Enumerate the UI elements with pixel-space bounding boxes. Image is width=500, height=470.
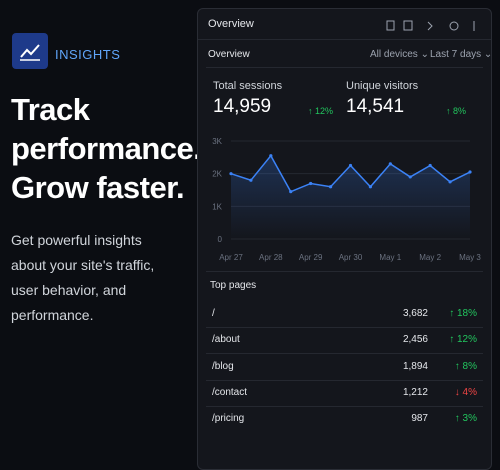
body-text: performance.: [11, 307, 94, 323]
brand-label: INSIGHTS: [55, 47, 121, 62]
stat-label: Unique visitors: [346, 80, 419, 92]
y-tick-label: 0: [218, 235, 223, 244]
body-text: about your site's traffic,: [11, 257, 155, 273]
x-tick-label: May 1: [379, 253, 401, 262]
row-divider: [206, 379, 483, 381]
y-tick-label: 2K: [212, 170, 222, 179]
divider: [206, 67, 483, 68]
icon: [20, 44, 40, 61]
headline: Track: [11, 92, 90, 127]
line-point: [328, 185, 333, 189]
x-tick-label: Apr 28: [259, 253, 283, 262]
headline: Grow faster.: [11, 170, 185, 205]
page-change: ↑ 12%: [449, 334, 477, 346]
line-point: [428, 163, 432, 168]
line-chart: 0 1K 2K 3K Apr 27 Apr 28 Apr 29 Apr 30 May 1 May …: [212, 137, 481, 262]
stat-value: 14,541: [346, 96, 405, 117]
line-point: [289, 190, 293, 194]
filter-label: Last 7 days: [430, 49, 482, 60]
panel: Overview Overview All devices ⌄ Last 7 d…: [197, 8, 492, 470]
line-point: [309, 181, 313, 186]
line-point: [269, 154, 273, 158]
stat-change: ↑ 12%: [308, 106, 334, 116]
row-divider: [206, 405, 483, 407]
filter[interactable]: Last 7 days ⌄: [430, 49, 492, 60]
divider: [206, 271, 483, 272]
line-point: [468, 170, 472, 174]
x-tick-label: May 3: [459, 253, 481, 262]
line-point: [249, 178, 253, 182]
y-tick-label: 1K: [212, 202, 222, 211]
stat-label: Total sessions: [213, 80, 283, 92]
stat-value: 14,959: [213, 96, 272, 117]
row-divider: [206, 353, 483, 355]
section-title: Overview: [208, 49, 250, 60]
page-views: 1,894: [402, 360, 428, 372]
line-point: [408, 175, 412, 179]
panel-title: Overview: [208, 18, 254, 30]
x-tick-label: Apr 27: [219, 253, 243, 262]
body-text: user behavior, and: [11, 282, 127, 298]
filter[interactable]: All devices ⌄: [370, 49, 429, 60]
divider: [198, 39, 491, 40]
page-path: /: [212, 308, 215, 319]
x-tick-label: Apr 29: [299, 253, 323, 262]
line-area: [231, 155, 470, 239]
page-change: ↑ 18%: [449, 308, 477, 319]
headline: performance.: [11, 131, 202, 166]
page-path: /contact: [212, 386, 248, 398]
x-tick-label: May 2: [419, 253, 441, 262]
line-point: [229, 172, 233, 176]
brand-icon: [12, 33, 48, 69]
page-views: 1,212: [402, 386, 428, 398]
line-point: [348, 163, 353, 168]
line-point: [448, 180, 452, 184]
row-divider: [206, 327, 483, 328]
table-title: Top pages: [210, 280, 257, 291]
page-change: ↑ 3%: [454, 413, 477, 425]
filter-label: All devices: [370, 49, 418, 60]
page-change: ↓ 4%: [454, 386, 477, 398]
body-text: Get powerful insights: [11, 232, 142, 248]
page-path: /about: [212, 334, 240, 346]
toolbar-icons: [386, 20, 475, 31]
line-point: [368, 185, 373, 189]
x-tick-label: Apr 30: [339, 253, 363, 262]
y-tick-label: 3K: [212, 137, 222, 146]
page-path: /pricing: [212, 413, 245, 425]
page-views: 2,456: [402, 334, 428, 346]
page-views: 987: [411, 413, 428, 425]
stat-change: ↑ 8%: [446, 106, 467, 116]
page-path: /blog: [212, 360, 234, 372]
page-views: 3,682: [402, 308, 428, 319]
page-change: ↑ 8%: [454, 360, 477, 372]
line-point: [388, 162, 392, 166]
